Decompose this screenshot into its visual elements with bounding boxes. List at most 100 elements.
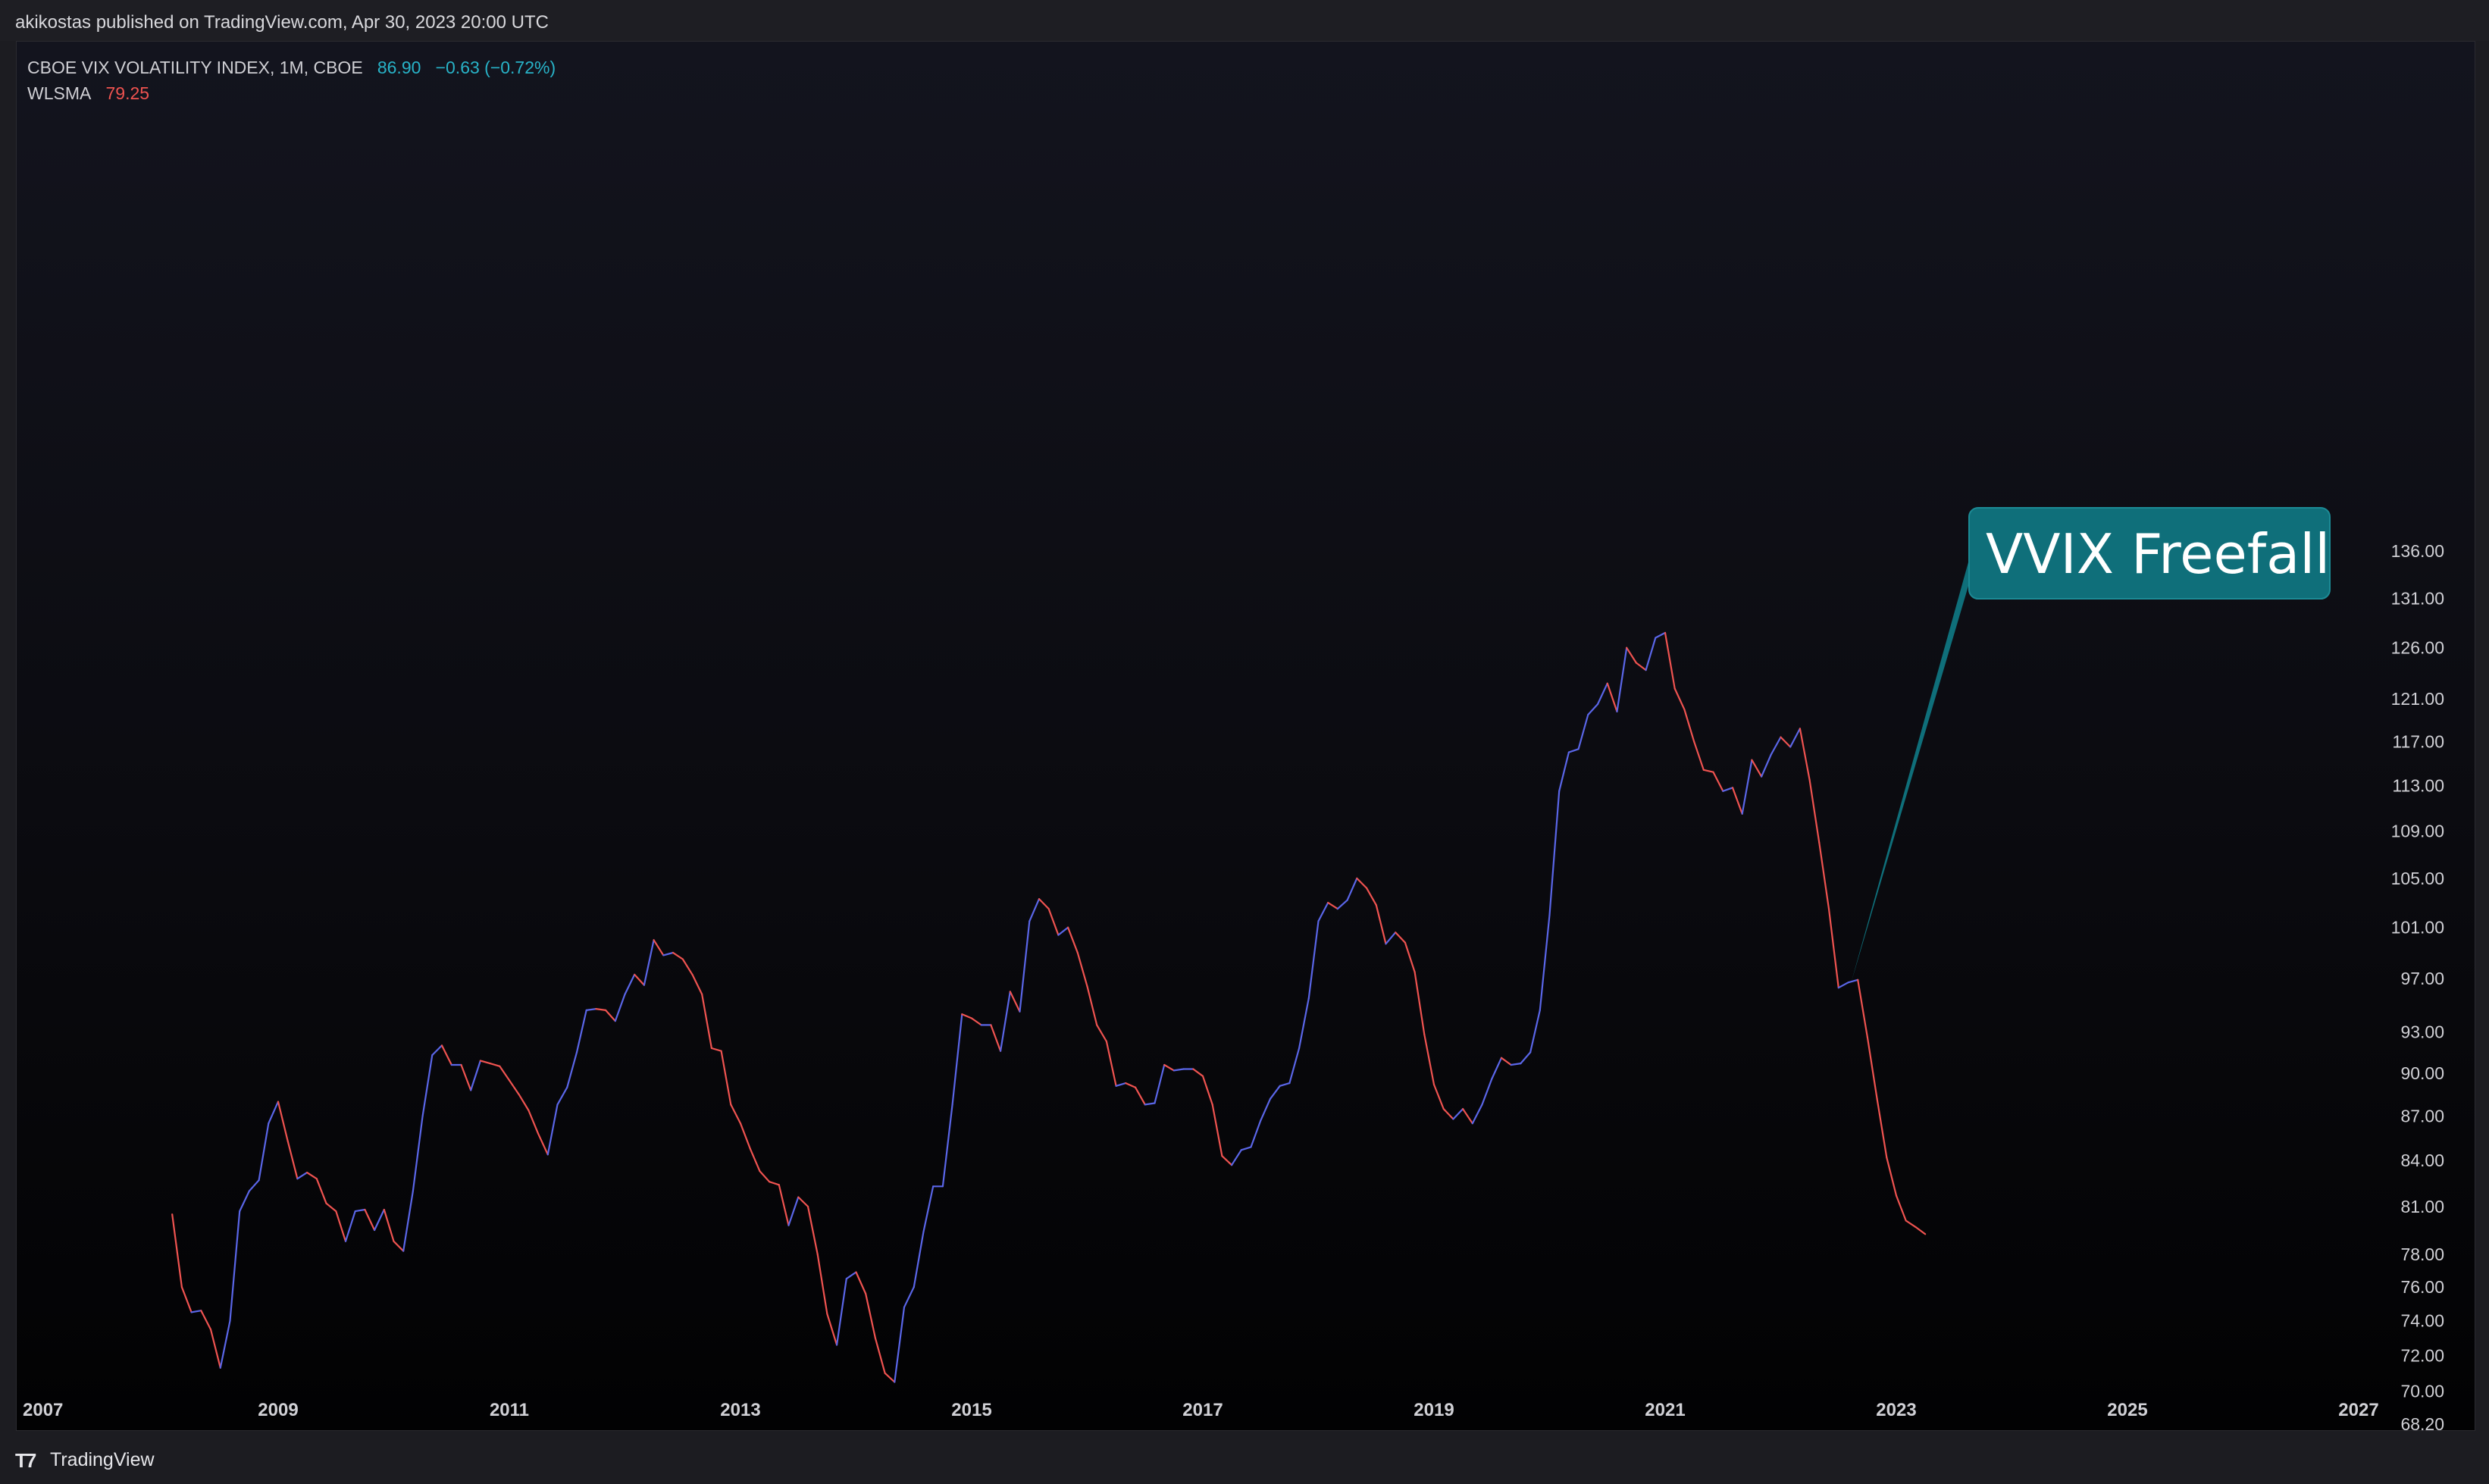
series-segment-up [835, 1278, 847, 1346]
series-segment-down [1395, 931, 1407, 944]
series-segment-down [634, 973, 646, 986]
price-series [171, 631, 1927, 1383]
series-segment-down [1606, 682, 1618, 713]
series-segment-up [431, 1044, 443, 1057]
series-segment-down [1905, 1219, 1917, 1229]
series-segment-down [440, 1044, 452, 1066]
series-segment-up [787, 1196, 800, 1226]
series-segment-down [816, 1253, 828, 1315]
brand-name: TradingView [50, 1449, 155, 1470]
series-segment-up [1722, 787, 1734, 792]
series-segment-down [286, 1140, 299, 1180]
y-tick-label: 70.00 [2400, 1381, 2444, 1401]
series-segment-down [1751, 759, 1763, 778]
series-segment-down [1423, 1033, 1435, 1086]
y-tick-label: 117.00 [2392, 731, 2444, 751]
series-segment-down [1799, 728, 1811, 781]
series-segment-up [1346, 877, 1358, 901]
series-segment-up [1655, 631, 1667, 639]
series-segment-down [1895, 1194, 1907, 1222]
series-segment-down [1375, 904, 1387, 945]
x-tick-label: 2017 [1182, 1400, 1223, 1420]
x-tick-label: 2025 [2107, 1400, 2147, 1420]
series-segment-up [1154, 1063, 1166, 1104]
series-segment-up [421, 1054, 434, 1117]
series-segment-down [1626, 647, 1637, 664]
series-segment-down [1163, 1063, 1176, 1072]
series-segment-up [1269, 1085, 1281, 1100]
series-segment-up [913, 1230, 925, 1288]
series-segment-down [768, 1181, 780, 1186]
series-segment-up [662, 951, 675, 956]
series-segment-down [1876, 1097, 1888, 1159]
x-tick-label: 2015 [951, 1400, 991, 1420]
series-segment-up [951, 1013, 963, 1106]
series-segment-down [681, 958, 693, 976]
series-segment-down [1414, 971, 1426, 1036]
series-segment-up [1577, 713, 1589, 750]
series-segment-up [1520, 1051, 1532, 1065]
series-segment-up [922, 1185, 935, 1233]
tradingview-logo[interactable]: T7 TradingView [15, 1448, 182, 1472]
series-segment-down [990, 1024, 1002, 1052]
series-segment-up [894, 1306, 906, 1383]
series-segment-up [1596, 682, 1608, 706]
time-axis[interactable]: 2007 2009 2011 2013 2015 2017 2019 2021 2023 2025… [23, 1400, 2379, 1420]
series-segment-up [1260, 1097, 1272, 1122]
series-segment-up [1471, 1104, 1483, 1125]
series-segment-down [1712, 771, 1724, 792]
symbol-legend-row[interactable]: CBOE VIX VOLATILITY INDEX, 1M, CBOE 86.9… [27, 55, 556, 80]
last-price: 86.90 [377, 58, 421, 77]
x-tick-label: 2013 [720, 1400, 760, 1420]
series-segment-up [1250, 1119, 1262, 1148]
callout-label: VVIX Freefall [1986, 522, 2330, 586]
chart-pane[interactable] [16, 41, 2475, 1431]
y-tick-label: 136.00 [2391, 541, 2444, 561]
series-segment-up [1317, 901, 1329, 922]
series-segment-down [364, 1208, 376, 1232]
series-segment-up [1789, 728, 1801, 748]
series-segment-up [1616, 647, 1628, 713]
vvix-freefall-callout[interactable]: VVIX Freefall [1851, 507, 2331, 983]
series-segment-down [1914, 1226, 1927, 1235]
series-segment-down [1432, 1083, 1445, 1110]
series-segment-down [1693, 740, 1705, 771]
series-segment-down [1192, 1068, 1204, 1077]
series-segment-down [1404, 941, 1416, 973]
series-segment-up [229, 1210, 241, 1322]
series-segment-down [1818, 841, 1830, 910]
series-segment-up [1385, 931, 1397, 945]
y-tick-label: 78.00 [2400, 1244, 2444, 1264]
series-segment-up [1529, 1009, 1541, 1054]
series-segment-down [460, 1063, 472, 1091]
indicator-legend-row[interactable]: WLSMA 79.25 [27, 80, 556, 106]
series-segment-up [268, 1100, 280, 1125]
indicator-name: WLSMA [27, 83, 92, 103]
series-segment-up [374, 1208, 385, 1232]
series-segment-up [1548, 790, 1561, 916]
series-segment-up [354, 1208, 366, 1213]
series-segment-down [518, 1093, 530, 1112]
series-segment-down [1442, 1107, 1454, 1120]
y-tick-label: 81.00 [2400, 1197, 2444, 1216]
series-segment-up [643, 939, 655, 986]
series-segment-down [961, 1013, 973, 1019]
series-segment-up [1307, 920, 1320, 1000]
y-tick-label: 87.00 [2400, 1107, 2444, 1126]
series-segment-up [566, 1051, 578, 1088]
series-segment-down [1886, 1157, 1898, 1197]
series-segment-up [296, 1171, 308, 1180]
y-tick-label: 113.00 [2392, 775, 2444, 795]
series-segment-up [1567, 748, 1579, 753]
series-segment-down [1105, 1040, 1117, 1087]
series-segment-up [402, 1190, 415, 1252]
series-segment-down [1500, 1057, 1512, 1066]
series-segment-down [1047, 907, 1060, 936]
series-segment-up [219, 1320, 231, 1369]
series-segment-down [1076, 951, 1088, 988]
series-segment-up [1028, 897, 1041, 922]
series-segment-up [1115, 1082, 1127, 1087]
series-segment-up [1587, 703, 1599, 716]
price-axis[interactable]: 136.00 131.00 126.00 121.00 117.00 113.00 109.… [2391, 541, 2444, 1467]
series-segment-down [1201, 1075, 1213, 1106]
